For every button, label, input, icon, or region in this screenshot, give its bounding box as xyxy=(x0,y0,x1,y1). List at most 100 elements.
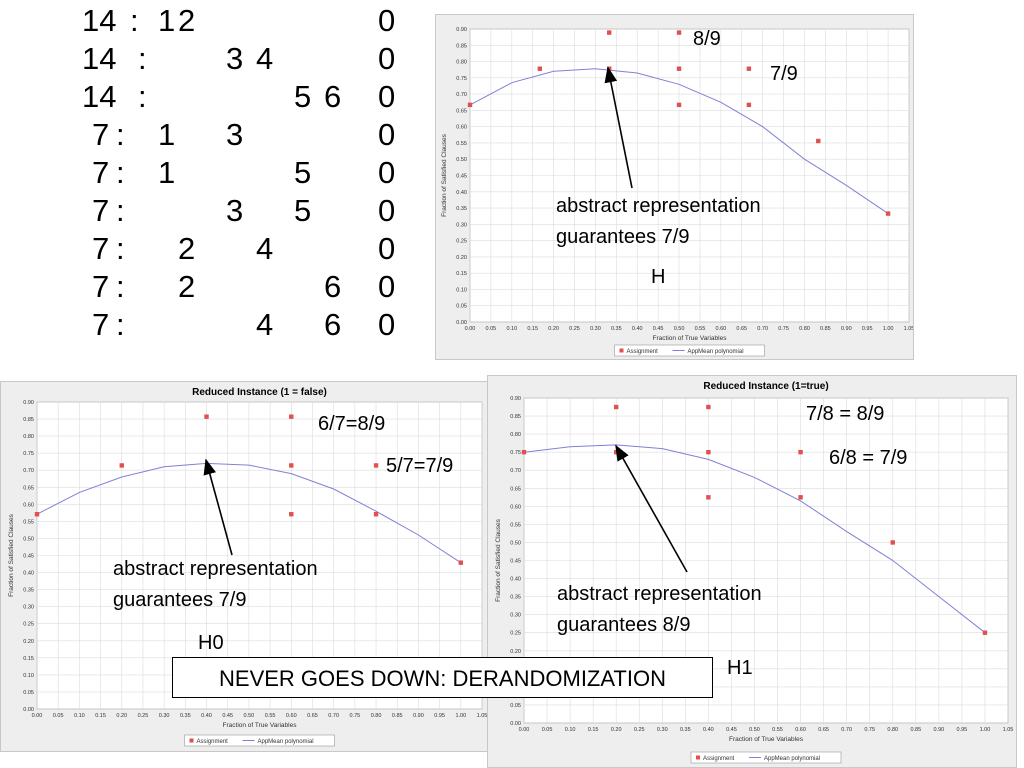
x-tick-label: 1.00 xyxy=(883,326,894,332)
label-h1-6-8: 6/8 = 7/9 xyxy=(829,447,908,469)
note-h0-line2: guarantees 7/9 xyxy=(113,589,247,611)
y-tick-label: 0.90 xyxy=(456,27,467,33)
assignment-point xyxy=(467,102,473,108)
clause-weight: 7 xyxy=(92,307,110,342)
x-tick-label: 0.50 xyxy=(749,727,760,733)
y-tick-label: 0.50 xyxy=(510,540,521,546)
y-tick-label: 0.45 xyxy=(510,559,521,565)
clause-row: 7:1 3 0 xyxy=(82,116,422,154)
assignment-point xyxy=(607,66,612,71)
y-tick-label: 0.25 xyxy=(510,631,521,637)
assignment-point xyxy=(885,211,891,216)
series-curve-appmean xyxy=(523,444,986,634)
chart-h: 0.00 0.05 0.10 0.15 0.20 0.25 0.30 0.35 0.40 0.45… xyxy=(441,27,913,357)
legend-curve-label: AppMean polynomial xyxy=(764,756,820,762)
assignment-point xyxy=(289,414,294,419)
clause-end: 0 xyxy=(378,269,396,304)
clause-literal: 1 xyxy=(158,155,176,190)
legend-box xyxy=(690,751,842,764)
x-tick-label: 0.70 xyxy=(841,727,852,733)
x-tick-label: 0.75 xyxy=(778,326,789,332)
x-tick-label: 0.05 xyxy=(486,326,497,332)
y-tick-label: 0.60 xyxy=(456,125,467,131)
clause-weight: 14 xyxy=(82,3,117,38)
x-tick-label: 0.15 xyxy=(95,713,106,719)
legend-box xyxy=(184,734,335,747)
legend-assignment-marker xyxy=(189,738,194,743)
y-tick-label: 0.20 xyxy=(456,255,467,261)
clause-literal: 6 xyxy=(324,269,342,304)
note-h1-line1: abstract representation xyxy=(557,583,762,605)
assignment-point xyxy=(537,66,543,71)
x-tick-label: 0.40 xyxy=(703,727,714,733)
x-tick-label: 1.00 xyxy=(980,727,991,733)
x-tick-label: 0.75 xyxy=(864,727,875,733)
clause-row: 7: 4 6 0 xyxy=(82,306,422,344)
clause-table: 14:1 2 0 14:3 4 0 14:5 6 0 7:1 3 0 7:1 5 0 7:3 5 0 7:2 4 0 7:… xyxy=(82,2,422,344)
note-h1-line2: guarantees 8/9 xyxy=(557,614,691,636)
assignment-point xyxy=(798,495,803,500)
x-tick-label: 0.85 xyxy=(910,727,921,733)
note-h0-line1: abstract representation xyxy=(113,558,318,580)
x-tick-label: 0.00 xyxy=(465,326,476,332)
assignment-point xyxy=(676,30,682,35)
label-h1-7-8: 7/8 = 8/9 xyxy=(806,403,885,425)
y-tick-label: 0.45 xyxy=(23,554,34,560)
clause-literal: 3 xyxy=(226,193,244,228)
clause-literal: 5 xyxy=(294,193,312,228)
assignment-point xyxy=(119,463,124,468)
x-tick-label: 0.60 xyxy=(715,326,726,332)
x-tick-label: 0.55 xyxy=(265,713,276,719)
y-tick-label: 0.70 xyxy=(456,92,467,98)
y-tick-label: 0.10 xyxy=(23,673,34,679)
y-tick-label: 0.40 xyxy=(23,571,34,577)
x-tick-label: 0.80 xyxy=(799,326,810,332)
x-tick-label: 0.90 xyxy=(413,713,424,719)
clause-literal: 2 xyxy=(178,231,196,266)
assignment-point xyxy=(613,404,619,410)
y-tick-label: 0.40 xyxy=(456,190,467,196)
assignment-point xyxy=(746,102,752,108)
assignment-point xyxy=(289,512,294,517)
y-tick-label: 0.90 xyxy=(23,400,34,406)
y-tick-label: 0.10 xyxy=(456,287,467,293)
series-curve-appmean xyxy=(36,462,462,564)
x-tick-label: 0.30 xyxy=(159,713,170,719)
legend-assignment-marker xyxy=(696,755,700,760)
legend-assignment-label: Assignment xyxy=(197,739,229,745)
assignment-point xyxy=(706,495,711,500)
assignment-point xyxy=(521,449,527,455)
y-tick-label: 0.85 xyxy=(23,417,34,423)
y-tick-label: 0.30 xyxy=(510,613,521,619)
clause-literal: 5 xyxy=(294,79,312,114)
legend-assignment-marker xyxy=(619,348,624,353)
y-tick-label: 0.80 xyxy=(510,432,521,438)
x-tick-label: 0.45 xyxy=(222,713,233,719)
clause-literal: 6 xyxy=(324,79,342,114)
x-tick-label: 0.50 xyxy=(674,326,685,332)
assignment-point xyxy=(798,449,803,455)
assignment-point xyxy=(613,449,619,455)
x-tick-label: 0.70 xyxy=(328,713,339,719)
x-tick-label: 0.55 xyxy=(695,326,706,332)
y-axis-label: Fraction of Satisfied Clauses xyxy=(495,518,502,601)
chart-h1: 0.00 0.05 0.10 0.15 0.20 0.25 0.30 0.35 0.40 0.45… xyxy=(495,381,1013,764)
chart-title: Reduced Instance (1=true) xyxy=(703,381,828,392)
x-tick-label: 0.15 xyxy=(588,727,599,733)
clause-separator: : xyxy=(116,117,125,152)
legend-assignment-label: Assignment xyxy=(627,349,659,355)
x-tick-label: 0.30 xyxy=(657,727,668,733)
clause-literal: 4 xyxy=(256,41,274,76)
clause-row: 14:1 2 0 xyxy=(82,2,422,40)
clause-end: 0 xyxy=(378,3,396,38)
clause-weight: 7 xyxy=(92,155,110,190)
derandomization-banner: NEVER GOES DOWN: DERANDOMIZATION xyxy=(172,657,713,698)
x-tick-label: 0.25 xyxy=(634,727,645,733)
chart-panel-h: 0.00 0.05 0.10 0.15 0.20 0.25 0.30 0.35 0.40 0.45… xyxy=(435,14,914,360)
y-tick-label: 0.55 xyxy=(510,522,521,528)
x-tick-label: 0.75 xyxy=(349,713,360,719)
x-tick-label: 0.95 xyxy=(862,326,873,332)
x-tick-label: 0.20 xyxy=(116,713,127,719)
assignment-point xyxy=(607,30,612,35)
clause-literal: 2 xyxy=(178,3,196,38)
